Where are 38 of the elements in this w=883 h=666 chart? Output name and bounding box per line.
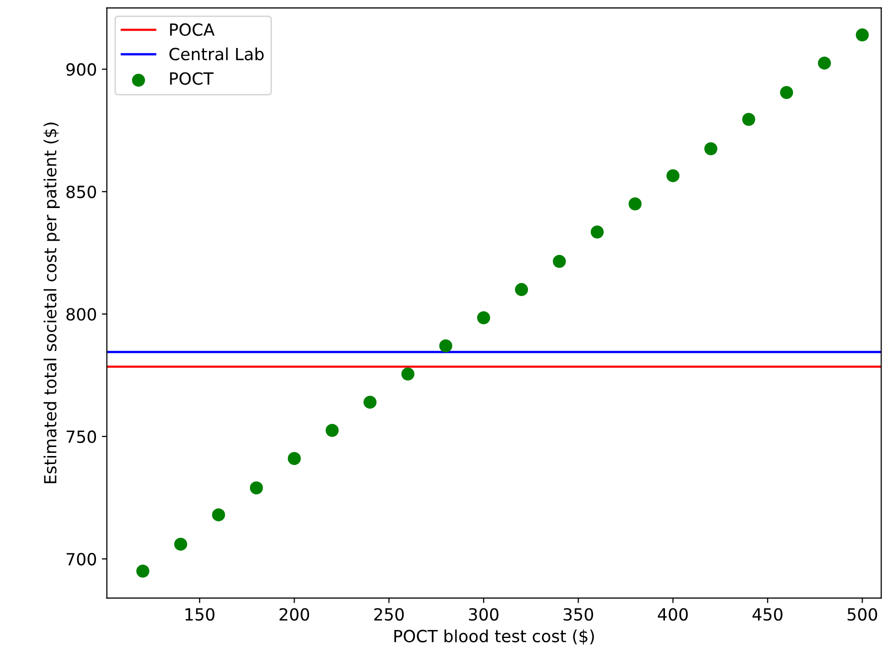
x-axis-title: POCT blood test cost ($) [394,629,594,645]
point [818,56,831,70]
point [856,28,869,42]
point [364,396,377,409]
y-tick-label: 850 [66,186,96,198]
x-tick-label: 150 [186,608,214,621]
legend-label: POCT [170,72,214,85]
point [666,169,680,182]
point [439,339,452,352]
y-tick-label: 900 [66,63,96,76]
point [590,226,604,239]
x-tick-label: 350 [564,608,594,621]
x-tick-label: 500 [848,608,878,621]
point [477,311,490,324]
x-tick-label: 200 [280,608,310,621]
x-tick-label: 450 [752,608,782,621]
x-tick-label: 400 [658,608,688,621]
point [552,254,566,268]
point [326,424,339,437]
point [250,481,263,494]
point [136,564,150,578]
point [288,452,301,466]
point [628,197,642,210]
point [704,142,718,156]
point [514,283,528,296]
point [401,368,414,381]
y-tick-label: 700 [66,552,96,566]
point [742,112,756,126]
legend-label: Central Lab [169,47,264,60]
point [174,538,188,551]
x-tick-label: 250 [374,608,404,621]
legend-label: POCA [170,23,215,36]
x-tick-label: 300 [468,608,498,621]
y-tick-label: 800 [66,308,96,321]
point [780,86,794,99]
y-axis-title: Estimated total societal cost per patient ($) [44,122,60,484]
point [212,508,226,522]
y-tick-label: 750 [66,430,96,444]
